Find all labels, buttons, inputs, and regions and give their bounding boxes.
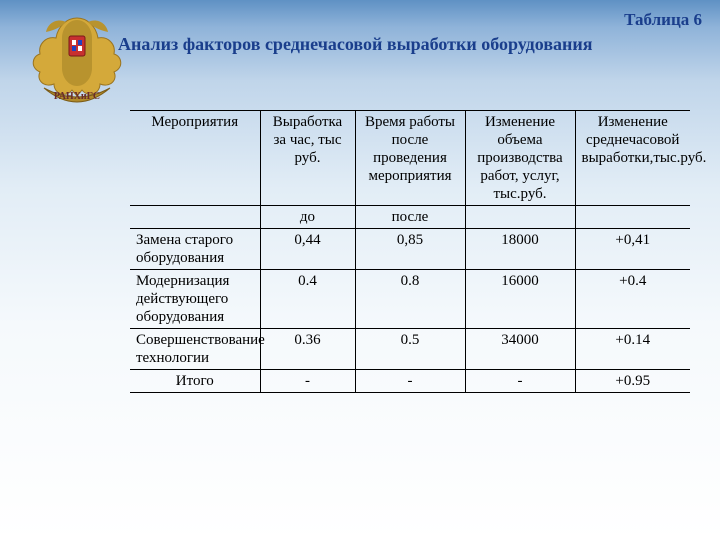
col-header-output: Выработка за час, тыс руб. (260, 111, 355, 206)
col-header-delta: Изменение среднечасовой выработки,тыс.ру… (575, 111, 690, 206)
cell-after: 0,85 (355, 229, 465, 270)
cell-before: 0.4 (260, 270, 355, 329)
header-block: Таблица 6 Анализ факторов среднечасовой … (118, 10, 702, 55)
table-header-row: Мероприятия Выработка за час, тыс руб. В… (130, 111, 690, 206)
row-label: Модернизация действующего оборудования (130, 270, 260, 329)
cell-after: 0.5 (355, 329, 465, 370)
total-after: - (355, 370, 465, 393)
cell-before: 0.36 (260, 329, 355, 370)
cell-volume: 18000 (465, 229, 575, 270)
row-label: Совершенствование технологии (130, 329, 260, 370)
analysis-table-wrap: Мероприятия Выработка за час, тыс руб. В… (130, 110, 690, 393)
subheader-after: после (355, 206, 465, 229)
table-total-row: Итого - - - +0.95 (130, 370, 690, 393)
cell-volume: 16000 (465, 270, 575, 329)
subheader-cell (130, 206, 260, 229)
cell-delta: +0,41 (575, 229, 690, 270)
total-label: Итого (130, 370, 260, 393)
total-delta: +0.95 (575, 370, 690, 393)
cell-volume: 34000 (465, 329, 575, 370)
subheader-cell (575, 206, 690, 229)
total-before: - (260, 370, 355, 393)
row-label: Замена старого оборудования (130, 229, 260, 270)
cell-delta: +0.4 (575, 270, 690, 329)
page-title: Анализ факторов среднечасовой выработки … (118, 34, 702, 55)
cell-delta: +0.14 (575, 329, 690, 370)
table-number: Таблица 6 (118, 10, 702, 30)
institution-logo: РАНХиГС (22, 6, 132, 116)
col-header-time: Время работы после проведения мероприяти… (355, 111, 465, 206)
cell-before: 0,44 (260, 229, 355, 270)
col-header-volume: Изменение объема производства работ, усл… (465, 111, 575, 206)
svg-text:РАНХиГС: РАНХиГС (54, 91, 100, 102)
table-row: Замена старого оборудования 0,44 0,85 18… (130, 229, 690, 270)
col-header-activity: Мероприятия (130, 111, 260, 206)
analysis-table: Мероприятия Выработка за час, тыс руб. В… (130, 110, 690, 393)
cell-after: 0.8 (355, 270, 465, 329)
table-row: Модернизация действующего оборудования 0… (130, 270, 690, 329)
table-row: Совершенствование технологии 0.36 0.5 34… (130, 329, 690, 370)
subheader-before: до (260, 206, 355, 229)
subheader-cell (465, 206, 575, 229)
total-volume: - (465, 370, 575, 393)
table-subheader-row: до после (130, 206, 690, 229)
